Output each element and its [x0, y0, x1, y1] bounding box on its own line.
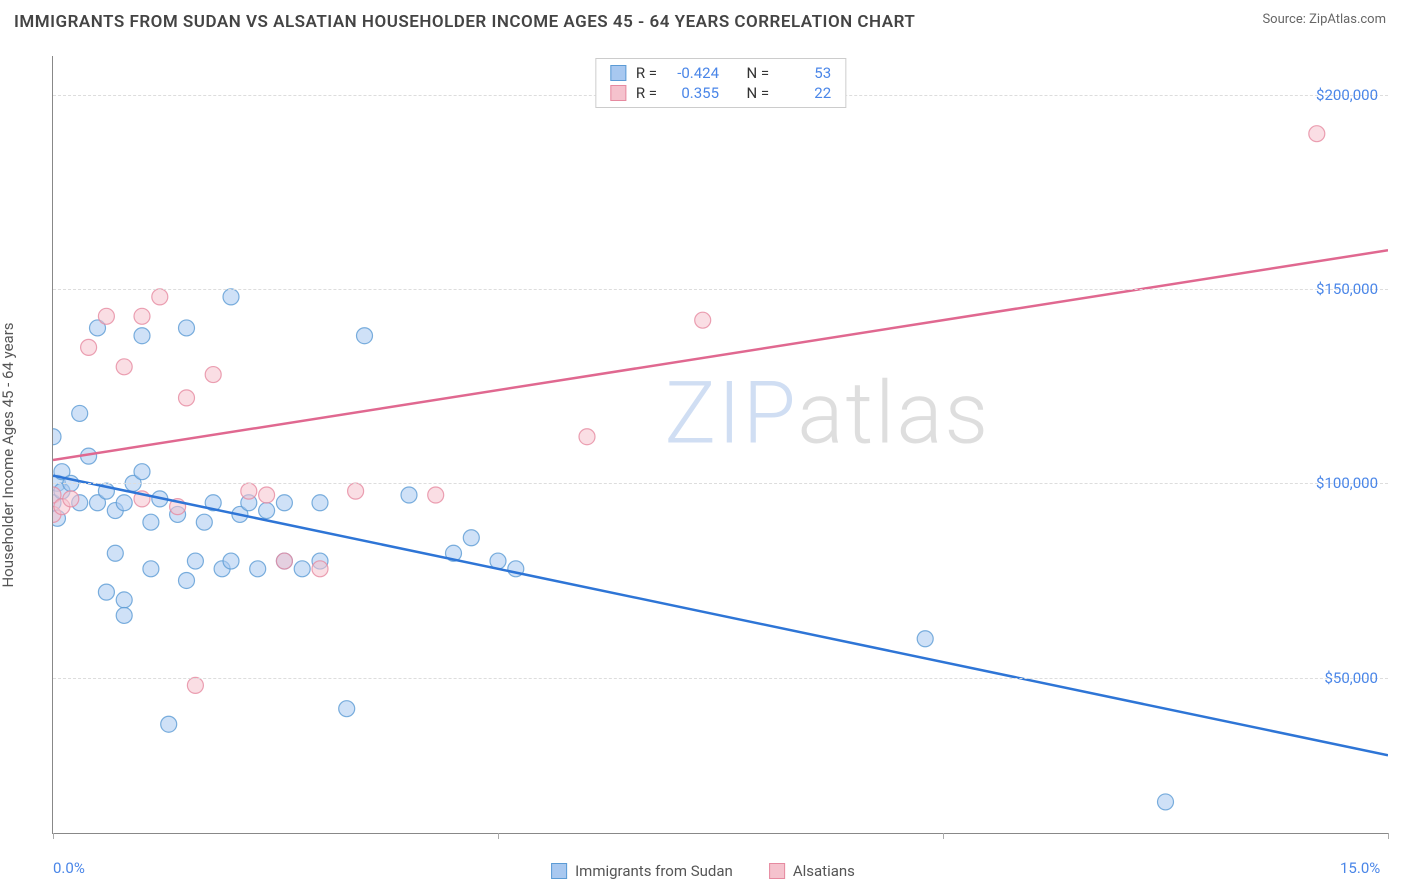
legend-item-alsatians: Alsatians — [769, 862, 855, 880]
swatch-alsatians-icon — [769, 863, 785, 879]
plot-area: R = -0.424 N = 53 R = 0.355 N = 22 ZIPat… — [52, 56, 1388, 834]
legend-row-alsatians: R = 0.355 N = 22 — [610, 83, 831, 103]
legend-label-sudan: Immigrants from Sudan — [575, 862, 733, 880]
y-axis-label: Householder Income Ages 45 - 64 years — [0, 322, 17, 587]
legend-row-sudan: R = -0.424 N = 53 — [610, 63, 831, 83]
legend-item-sudan: Immigrants from Sudan — [551, 862, 733, 880]
y-tick-label: $50,000 — [1324, 669, 1378, 687]
chart-title: IMMIGRANTS FROM SUDAN VS ALSATIAN HOUSEH… — [14, 12, 915, 32]
source-credit: Source: ZipAtlas.com — [1262, 12, 1386, 27]
y-tick-label: $150,000 — [1316, 280, 1378, 298]
swatch-alsatians — [610, 85, 626, 101]
swatch-sudan — [610, 65, 626, 81]
series-legend: Immigrants from Sudan Alsatians — [551, 862, 855, 880]
y-tick-label: $100,000 — [1316, 474, 1378, 492]
x-tick-label: 15.0% — [1340, 859, 1380, 877]
y-tick-label: $200,000 — [1316, 86, 1378, 104]
swatch-sudan-icon — [551, 863, 567, 879]
correlation-legend: R = -0.424 N = 53 R = 0.355 N = 22 — [595, 58, 846, 108]
x-tick-label: 0.0% — [53, 859, 85, 877]
chart-area: R = -0.424 N = 53 R = 0.355 N = 22 ZIPat… — [52, 56, 1388, 834]
scatter-svg — [53, 56, 1388, 833]
legend-label-alsatians: Alsatians — [793, 862, 855, 880]
